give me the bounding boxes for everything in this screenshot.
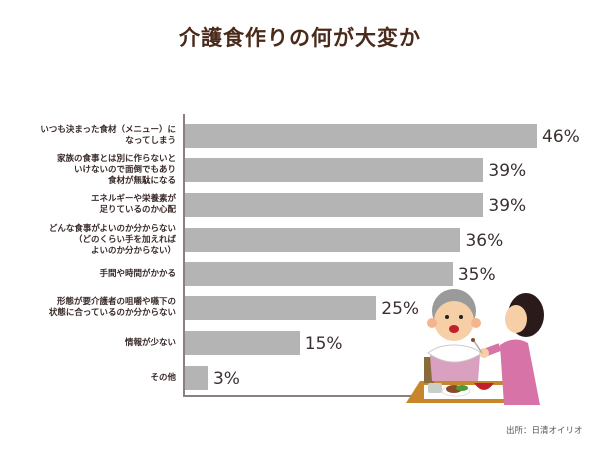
- value-label: 15%: [304, 334, 343, 354]
- category-label-line: 手間や時間がかかる: [99, 268, 176, 279]
- category-label-line: 情報が少ない: [124, 337, 176, 348]
- category-label-line: その他: [150, 372, 176, 383]
- x-axis-line: [183, 395, 528, 397]
- chart-title: 介護食作りの何が大変か: [179, 26, 421, 50]
- category-label: エネルギーや栄養素が 足りているのか心配: [0, 194, 176, 216]
- category-label: その他: [0, 373, 176, 384]
- value-label: 36%: [465, 231, 504, 251]
- value-label: 39%: [488, 161, 527, 181]
- category-label-line: 足りているのか心配: [99, 205, 176, 215]
- bar: [185, 193, 484, 217]
- category-label-line: 状態に合っているのか分からない: [48, 308, 176, 318]
- category-label: 手間や時間がかかる: [0, 269, 176, 280]
- category-label-line: いつも決まった食材（メニュー）に: [40, 125, 176, 135]
- value-label: 46%: [542, 127, 580, 147]
- category-label-line: 食材が無駄になる: [107, 175, 176, 186]
- category-label: 情報が少ない: [0, 338, 176, 349]
- category-label: 形態が要介護者の咀嚼や嚥下の 状態に合っているのか分からない: [0, 297, 176, 319]
- category-label: いつも決まった食材（メニュー）に なってしまう: [0, 125, 176, 147]
- caregiver-feeding-illustration: [406, 289, 544, 405]
- y-axis-line: [183, 114, 185, 397]
- category-label-line: エネルギーや栄養素が: [90, 194, 176, 204]
- bar: [185, 228, 461, 252]
- source-note: 出所：日清オイリオ: [506, 426, 583, 436]
- value-label: 35%: [457, 265, 496, 285]
- bar: [185, 158, 484, 182]
- value-label: 25%: [381, 299, 420, 319]
- category-label: どんな食事がよいのか分からない （どのくらい手を加えれば よいのか分からない）: [0, 224, 176, 257]
- bar: [185, 124, 537, 148]
- bar: [185, 366, 208, 390]
- bar: [185, 296, 377, 320]
- category-label-line: 形態が要介護者の咀嚼や嚥下の: [56, 297, 176, 307]
- category-label: 家族の食事とは別に作らないと いけないので面倒でもあり 食材が無駄になる: [0, 154, 176, 187]
- bar: [185, 331, 300, 355]
- category-label-line: どんな食事がよいのか分からない: [48, 223, 176, 234]
- category-label-line: いけないので面倒でもあり: [73, 164, 176, 175]
- category-label-line: よいのか分からない）: [90, 245, 176, 256]
- value-label: 3%: [212, 369, 240, 389]
- bar: [185, 262, 453, 286]
- category-label-line: （どのくらい手を加えれば: [73, 234, 176, 245]
- value-label: 39%: [488, 196, 527, 216]
- category-label-line: 家族の食事とは別に作らないと: [56, 153, 176, 164]
- category-label-line: なってしまう: [125, 136, 176, 146]
